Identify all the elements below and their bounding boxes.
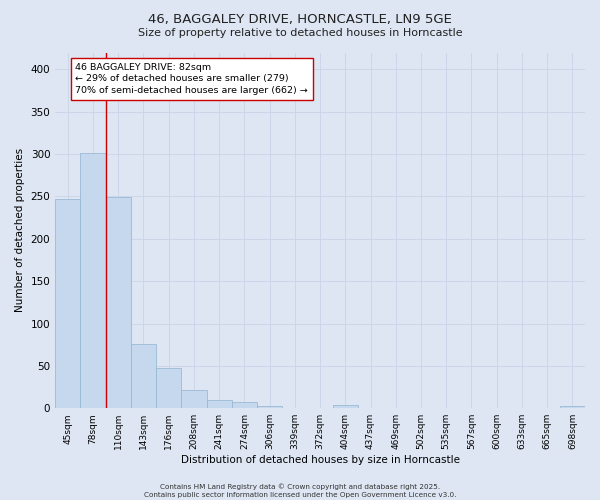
Bar [206,400,232,408]
Bar [80,154,106,408]
Text: Contains HM Land Registry data © Crown copyright and database right 2025.
Contai: Contains HM Land Registry data © Crown c… [144,483,456,498]
Bar [106,198,131,408]
Bar [232,402,257,408]
Text: 46 BAGGALEY DRIVE: 82sqm
← 29% of detached houses are smaller (279)
70% of semi-: 46 BAGGALEY DRIVE: 82sqm ← 29% of detach… [76,62,308,96]
Bar [156,368,181,408]
Bar [560,406,585,408]
Bar [332,405,358,408]
Bar [131,344,156,408]
Text: 46, BAGGALEY DRIVE, HORNCASTLE, LN9 5GE: 46, BAGGALEY DRIVE, HORNCASTLE, LN9 5GE [148,12,452,26]
Text: Size of property relative to detached houses in Horncastle: Size of property relative to detached ho… [137,28,463,38]
X-axis label: Distribution of detached houses by size in Horncastle: Distribution of detached houses by size … [181,455,460,465]
Y-axis label: Number of detached properties: Number of detached properties [15,148,25,312]
Bar [181,390,206,408]
Bar [55,199,80,408]
Bar [257,406,282,408]
